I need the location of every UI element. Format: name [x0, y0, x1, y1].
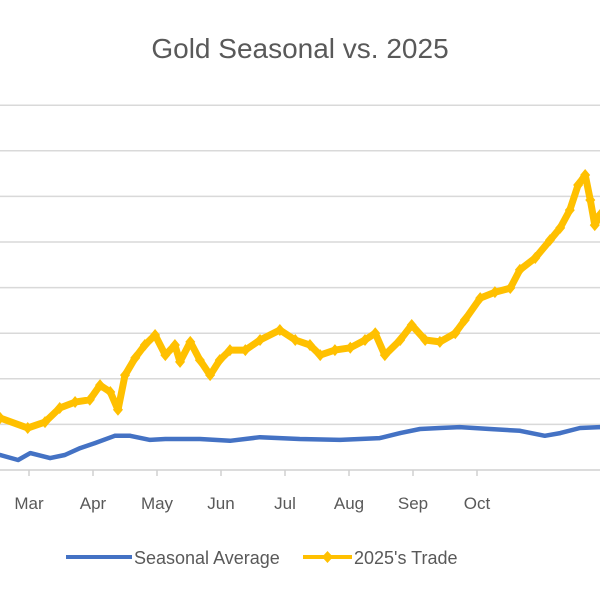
data-point-seasonal-average [338, 437, 343, 442]
data-point-2025-trade [105, 386, 116, 399]
data-point-seasonal-average [437, 426, 442, 431]
series-line-2025-trade [0, 171, 600, 432]
gridlines [0, 104, 600, 471]
data-point-seasonal-average [147, 437, 152, 442]
data-point-2025-trade [434, 335, 445, 348]
data-point-seasonal-average [62, 452, 67, 457]
legend-item-seasonal-average: Seasonal Average [66, 548, 280, 568]
data-point-2025-trade [194, 354, 205, 367]
data-point-2025-trade [95, 379, 106, 392]
data-point-2025-trade [544, 234, 555, 247]
data-point-2025-trade [315, 349, 326, 362]
data-point-2025-trade [150, 329, 161, 342]
legend-label-seasonal-average: Seasonal Average [134, 548, 280, 568]
data-point-2025-trade [255, 334, 266, 347]
data-point-2025-trade [589, 219, 600, 232]
data-point-2025-trade [585, 194, 596, 207]
legend-marker-diamond [322, 551, 333, 563]
data-point-2025-trade [0, 412, 6, 425]
data-point-2025-trade [169, 339, 180, 352]
data-point-2025-trade [54, 401, 65, 414]
data-point-2025-trade [329, 344, 340, 357]
data-point-seasonal-average [418, 426, 423, 431]
x-tick-label: Apr [80, 494, 107, 513]
legend-label-2025-trade: 2025's Trade [354, 548, 458, 568]
data-point-seasonal-average [112, 433, 117, 438]
data-point-seasonal-average [28, 451, 33, 456]
data-point-seasonal-average [163, 436, 168, 441]
data-point-seasonal-average [457, 425, 462, 430]
data-point-2025-trade [112, 403, 123, 416]
x-tick-label: Jun [207, 494, 234, 513]
data-point-seasonal-average [578, 426, 583, 431]
data-point-2025-trade [274, 324, 285, 337]
data-point-seasonal-average [128, 433, 133, 438]
data-point-seasonal-average [517, 428, 522, 433]
data-point-seasonal-average [16, 457, 21, 462]
data-point-2025-trade [304, 339, 315, 352]
chart-title: Gold Seasonal vs. 2025 [151, 33, 448, 64]
data-point-seasonal-average [227, 438, 232, 443]
data-point-2025-trade [530, 251, 541, 264]
data-point-2025-trade [475, 292, 486, 305]
data-point-2025-trade [139, 339, 150, 352]
data-point-2025-trade [594, 209, 600, 222]
data-point-2025-trade [240, 344, 251, 357]
data-point-2025-trade [185, 335, 196, 348]
data-point-seasonal-average [542, 433, 547, 438]
x-tick-label: Aug [334, 494, 364, 513]
x-tick-label: Jul [274, 494, 296, 513]
data-point-seasonal-average [297, 436, 302, 441]
x-tick-label: May [141, 494, 174, 513]
data-point-2025-trade [224, 344, 235, 357]
data-point-2025-trade [459, 313, 470, 326]
data-point-2025-trade [505, 282, 516, 295]
data-point-2025-trade [450, 327, 461, 340]
data-point-seasonal-average [48, 456, 53, 461]
data-point-2025-trade [580, 168, 591, 181]
x-tick-label: Mar [14, 494, 44, 513]
data-point-2025-trade [360, 334, 370, 347]
data-point-2025-trade [40, 416, 50, 429]
data-point-2025-trade [290, 334, 301, 347]
data-point-seasonal-average [377, 436, 382, 441]
data-point-2025-trade [160, 349, 171, 362]
data-point-2025-trade [379, 349, 390, 362]
data-point-seasonal-average [597, 425, 600, 430]
data-point-seasonal-average [398, 431, 403, 436]
data-point-2025-trade [22, 422, 33, 435]
data-point-2025-trade [420, 334, 431, 347]
data-point-2025-trade [214, 354, 225, 367]
data-point-seasonal-average [78, 446, 83, 451]
data-point-2025-trade [555, 221, 566, 234]
data-point-2025-trade [175, 355, 186, 368]
data-point-2025-trade [370, 327, 381, 340]
x-tick-label: Oct [464, 494, 491, 513]
data-point-2025-trade [406, 318, 417, 331]
x-tick-label: Sep [398, 494, 428, 513]
data-point-seasonal-average [197, 436, 202, 441]
data-point-2025-trade [70, 396, 81, 409]
data-point-2025-trade [573, 179, 584, 191]
data-point-2025-trade [514, 263, 525, 276]
plot-area [0, 168, 600, 463]
data-point-seasonal-average [258, 435, 263, 440]
data-point-seasonal-average [487, 426, 492, 431]
x-axis: Mar Apr May Jun Jul Aug Sep Oct [14, 470, 490, 513]
legend: Seasonal Average 2025's Trade [66, 548, 458, 568]
legend-item-2025-trade: 2025's Trade [303, 548, 458, 568]
data-point-2025-trade [120, 369, 130, 382]
series-line-seasonal-average [0, 424, 600, 463]
data-point-2025-trade [130, 351, 141, 364]
data-point-seasonal-average [92, 441, 97, 446]
data-point-2025-trade [564, 204, 575, 217]
data-point-2025-trade [84, 393, 95, 406]
data-point-2025-trade [205, 369, 216, 382]
data-point-2025-trade [395, 334, 406, 347]
data-point-2025-trade [345, 341, 356, 354]
data-point-2025-trade [489, 286, 500, 299]
data-point-seasonal-average [0, 452, 3, 457]
data-point-seasonal-average [558, 431, 563, 436]
